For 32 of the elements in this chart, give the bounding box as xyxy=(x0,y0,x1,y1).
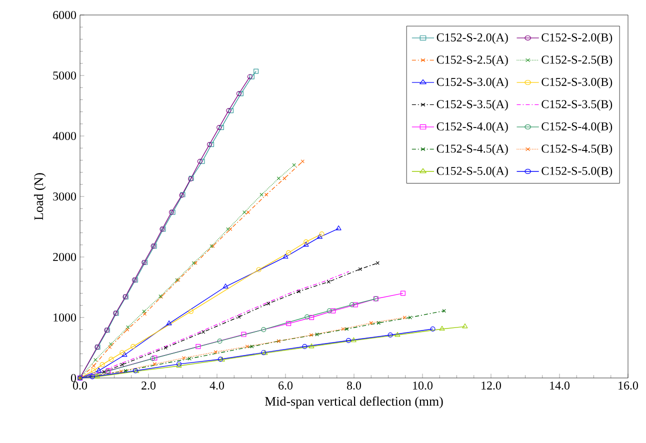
legend-label: C152-S-3.5(A) xyxy=(436,100,508,111)
y-tick-label: 0 xyxy=(70,374,76,382)
y-tick-label: 3000 xyxy=(53,192,76,201)
legend-label: C152-S-5.0(A) xyxy=(436,166,508,178)
x-tick-label: 14.0 xyxy=(550,382,570,390)
legend-label: C152-S-4.5(A) xyxy=(436,144,508,156)
legend-label: C152-S-4.0(A) xyxy=(436,122,508,133)
legend-label: C152-S-2.0(B) xyxy=(542,33,612,44)
y-axis-title: Load (N) xyxy=(34,173,46,220)
y-tick-label: 1000 xyxy=(54,313,76,322)
legend-label: C152-S-4.0(B) xyxy=(542,122,612,133)
y-tick-label: 6000 xyxy=(53,10,76,20)
legend-label: C152-S-2.5(A) xyxy=(436,55,508,66)
x-tick-label: 2.0 xyxy=(142,382,156,390)
legend-label: C152-S-2.5(B) xyxy=(542,55,612,66)
legend-label: C152-S-3.0(B) xyxy=(542,78,612,88)
x-tick-label: 4.0 xyxy=(210,382,224,390)
x-tick-label: 16.0 xyxy=(618,382,638,390)
x-axis-title: Mid-span vertical deflection (mm) xyxy=(265,396,443,408)
legend-label: C152-S-5.0(B) xyxy=(542,166,612,178)
legend-label: C152-S-4.5(B) xyxy=(542,144,612,156)
legend-label: C152-S-3.0(A) xyxy=(436,78,508,88)
y-tick-label: 4000 xyxy=(52,132,76,140)
x-tick-label: 6.0 xyxy=(278,382,293,390)
x-tick-label: 10.0 xyxy=(413,382,433,390)
x-tick-label: 0.0 xyxy=(72,382,88,390)
x-tick-label: 12.0 xyxy=(482,382,502,390)
y-tick-label: 2000 xyxy=(53,252,76,262)
legend-label: C152-S-3.5(B) xyxy=(542,100,612,111)
x-tick-label: 8.0 xyxy=(346,382,362,390)
legend-label: C152-S-2.0(A) xyxy=(436,33,508,44)
y-tick-label: 5000 xyxy=(53,71,76,80)
